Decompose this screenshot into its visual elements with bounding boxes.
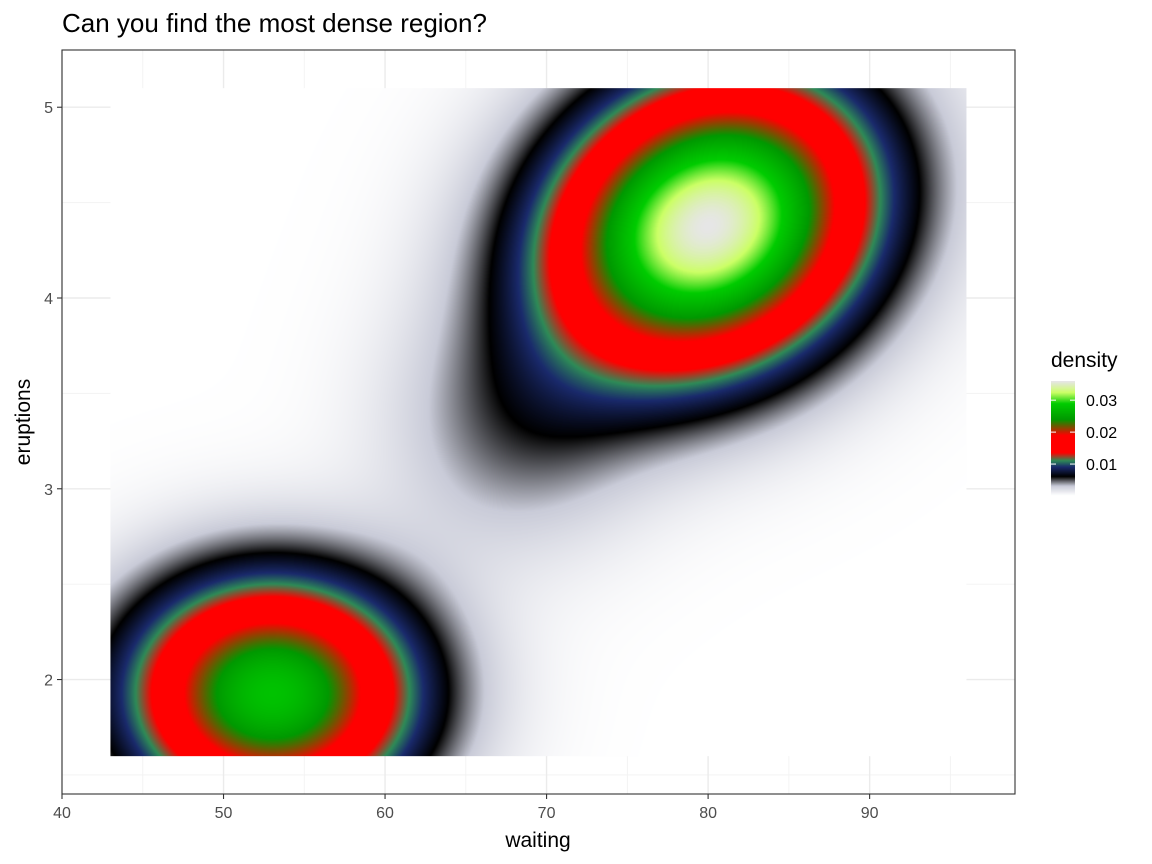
x-tick-label: 90	[861, 805, 879, 822]
x-tick-label: 60	[376, 805, 394, 822]
y-axis: 2 3 4 5	[44, 100, 62, 690]
y-axis-title: eruptions	[12, 379, 35, 465]
legend: density 0.03 0.02 0.01	[1051, 349, 1118, 496]
panel-border	[61, 49, 1016, 795]
x-tick-label: 80	[699, 805, 717, 822]
legend-break-label: 0.01	[1086, 457, 1117, 474]
x-axis-title: waiting	[504, 829, 570, 852]
plot-panel	[61, 49, 1016, 795]
density-raster	[110, 88, 967, 757]
chart-title: Can you find the most dense region?	[62, 8, 487, 38]
legend-title: density	[1051, 349, 1118, 372]
x-tick-label: 40	[53, 805, 71, 822]
y-tick-label: 5	[44, 100, 53, 117]
y-tick-label: 2	[44, 673, 53, 690]
legend-break-label: 0.02	[1086, 425, 1117, 442]
x-tick-label: 50	[215, 805, 233, 822]
x-axis: 40 50 60 70 80 90	[53, 794, 879, 822]
x-tick-label: 70	[538, 805, 556, 822]
legend-ticks: 0.03 0.02 0.01	[1051, 393, 1117, 474]
legend-break-label: 0.03	[1086, 393, 1117, 410]
y-tick-label: 3	[44, 482, 53, 499]
y-tick-label: 4	[44, 291, 53, 308]
legend-colorbar	[1051, 381, 1075, 496]
